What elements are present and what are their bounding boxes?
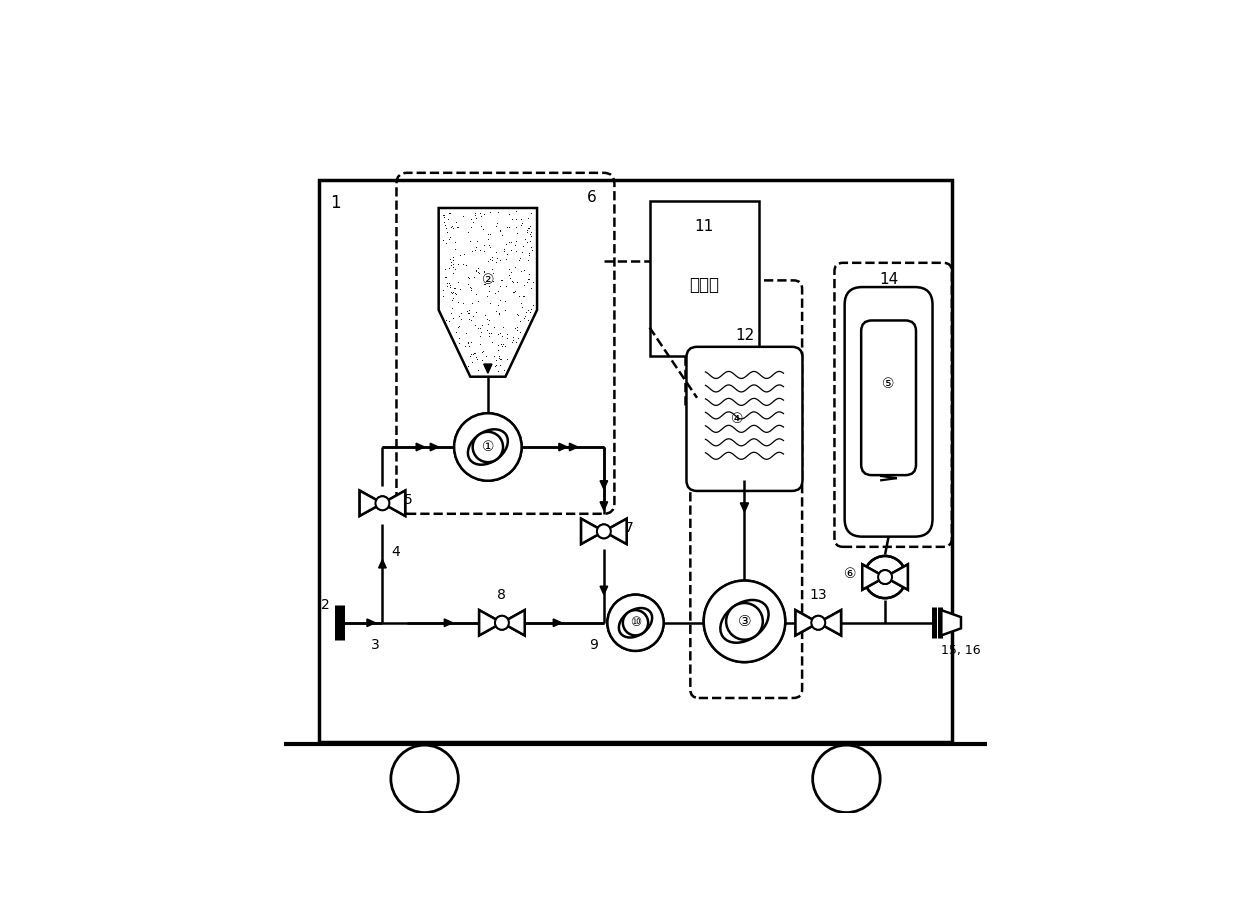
Text: 14: 14: [879, 272, 898, 287]
Text: 控制柜: 控制柜: [689, 277, 719, 294]
Circle shape: [878, 570, 892, 584]
Polygon shape: [360, 490, 382, 516]
Ellipse shape: [720, 600, 769, 643]
Circle shape: [703, 581, 785, 662]
Polygon shape: [885, 564, 908, 590]
Polygon shape: [582, 519, 604, 544]
FancyBboxPatch shape: [861, 320, 916, 475]
Circle shape: [727, 603, 763, 640]
Polygon shape: [600, 502, 608, 510]
Bar: [319, 180, 952, 742]
Polygon shape: [862, 564, 885, 590]
Text: 4: 4: [391, 545, 399, 560]
Polygon shape: [582, 519, 604, 544]
Circle shape: [811, 615, 826, 630]
Ellipse shape: [467, 429, 508, 465]
Text: ⑩: ⑩: [630, 616, 641, 629]
Text: 9: 9: [589, 638, 598, 652]
Polygon shape: [796, 610, 818, 635]
Polygon shape: [502, 610, 525, 635]
Circle shape: [472, 432, 503, 462]
Circle shape: [878, 570, 892, 584]
Text: ①: ①: [481, 440, 494, 454]
Text: 3: 3: [371, 638, 379, 652]
Circle shape: [596, 524, 611, 539]
Circle shape: [391, 745, 459, 813]
Text: 15, 16: 15, 16: [941, 644, 981, 656]
Polygon shape: [417, 443, 424, 451]
Circle shape: [376, 497, 389, 510]
Polygon shape: [484, 364, 492, 373]
Circle shape: [454, 414, 522, 481]
Text: ⑥: ⑥: [844, 567, 857, 581]
Circle shape: [608, 594, 663, 651]
Polygon shape: [796, 610, 818, 635]
Text: 8: 8: [497, 588, 506, 602]
Circle shape: [472, 432, 503, 462]
Polygon shape: [367, 619, 376, 626]
Circle shape: [376, 497, 389, 510]
Bar: [650, 201, 759, 356]
Text: 2: 2: [321, 598, 330, 613]
Circle shape: [622, 610, 649, 635]
Text: ③: ③: [738, 614, 751, 629]
Text: 5: 5: [403, 493, 412, 507]
Polygon shape: [439, 208, 537, 377]
Polygon shape: [818, 610, 841, 635]
Circle shape: [703, 581, 785, 662]
Polygon shape: [479, 610, 502, 635]
Polygon shape: [382, 490, 405, 516]
Text: ⑤: ⑤: [883, 377, 895, 391]
Polygon shape: [430, 443, 439, 451]
Polygon shape: [444, 619, 453, 626]
Ellipse shape: [467, 429, 508, 465]
Text: 12: 12: [735, 329, 754, 343]
Circle shape: [727, 603, 763, 640]
Circle shape: [495, 615, 508, 630]
Polygon shape: [360, 490, 382, 516]
Polygon shape: [479, 610, 502, 635]
Polygon shape: [941, 610, 961, 635]
Polygon shape: [885, 564, 908, 590]
Polygon shape: [862, 564, 885, 590]
Text: 11: 11: [694, 218, 714, 234]
Polygon shape: [553, 619, 562, 626]
Ellipse shape: [619, 608, 652, 637]
Circle shape: [454, 414, 522, 481]
FancyBboxPatch shape: [844, 287, 932, 537]
Circle shape: [495, 615, 508, 630]
Ellipse shape: [619, 608, 652, 637]
Polygon shape: [502, 610, 525, 635]
Circle shape: [622, 610, 649, 635]
Polygon shape: [600, 481, 608, 489]
Circle shape: [608, 594, 663, 651]
Polygon shape: [559, 443, 568, 451]
Polygon shape: [740, 503, 749, 512]
FancyBboxPatch shape: [687, 347, 802, 491]
Text: 13: 13: [810, 588, 827, 602]
Polygon shape: [378, 560, 386, 568]
Text: 6: 6: [587, 191, 596, 205]
Text: ⑩: ⑩: [630, 616, 641, 629]
Polygon shape: [818, 610, 841, 635]
Text: ③: ③: [738, 614, 751, 629]
Text: 7: 7: [625, 520, 634, 535]
Polygon shape: [600, 586, 608, 594]
Circle shape: [812, 745, 880, 813]
Polygon shape: [382, 490, 405, 516]
Text: ①: ①: [481, 440, 494, 454]
Text: ④: ④: [732, 412, 744, 425]
Text: ②: ②: [481, 273, 494, 287]
Circle shape: [811, 615, 826, 630]
Polygon shape: [604, 519, 626, 544]
Polygon shape: [604, 519, 626, 544]
Text: 1: 1: [330, 194, 340, 212]
Circle shape: [596, 524, 611, 539]
Polygon shape: [569, 443, 578, 451]
Ellipse shape: [720, 600, 769, 643]
